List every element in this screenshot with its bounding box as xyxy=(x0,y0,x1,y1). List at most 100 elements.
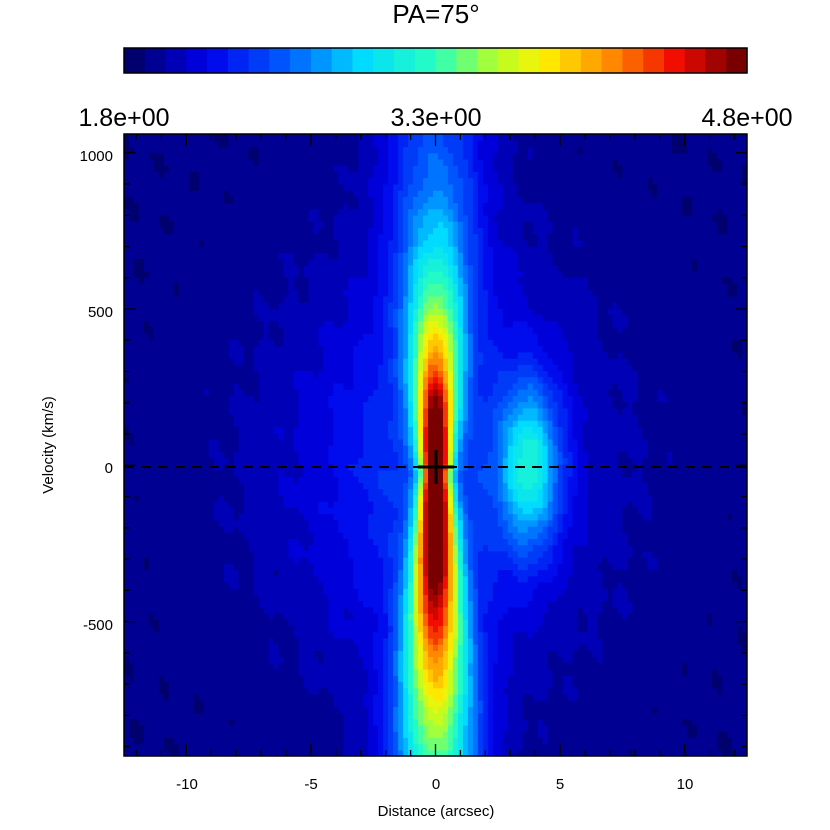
heatmap-cell xyxy=(408,700,414,707)
heatmap-cell xyxy=(358,731,364,739)
heatmap-cell xyxy=(557,637,564,645)
heatmap-cell xyxy=(457,513,464,521)
heatmap-cell xyxy=(363,594,369,602)
heatmap-cell xyxy=(343,706,349,714)
heatmap-cell xyxy=(188,749,195,756)
heatmap-cell xyxy=(567,563,574,571)
heatmap-cell xyxy=(662,706,668,714)
heatmap-cell xyxy=(542,569,549,577)
heatmap-cell xyxy=(428,706,434,714)
heatmap-cell xyxy=(702,706,708,714)
heatmap-cell xyxy=(213,644,220,651)
heatmap-cell xyxy=(497,675,504,683)
heatmap-cell xyxy=(268,619,275,627)
heatmap-cell xyxy=(353,606,359,614)
heatmap-cell xyxy=(293,706,300,714)
heatmap-cell xyxy=(193,656,200,664)
heatmap-cell xyxy=(298,637,305,645)
heatmap-cell xyxy=(378,612,384,620)
heatmap-cell xyxy=(373,743,379,751)
heatmap-cell xyxy=(602,525,609,533)
heatmap-cell xyxy=(617,575,624,583)
heatmap-cell xyxy=(467,693,474,701)
heatmap-cell xyxy=(632,724,639,732)
heatmap-cell xyxy=(677,681,683,689)
heatmap-cell xyxy=(502,712,509,720)
heatmap-cell xyxy=(502,575,509,583)
heatmap-cell xyxy=(742,544,747,552)
heatmap-cell xyxy=(158,644,165,651)
heatmap-cell xyxy=(368,675,374,683)
heatmap-cell xyxy=(283,631,290,639)
heatmap-cell xyxy=(472,606,479,614)
heatmap-cell xyxy=(333,656,340,664)
heatmap-cell xyxy=(223,563,230,571)
heatmap-cell xyxy=(248,625,255,633)
heatmap-cell xyxy=(607,731,614,739)
heatmap-cell xyxy=(158,637,165,645)
heatmap-cell xyxy=(183,550,190,558)
heatmap-cell xyxy=(567,532,574,539)
heatmap-cell xyxy=(602,700,609,707)
heatmap-cell xyxy=(502,656,509,664)
heatmap-cell xyxy=(492,507,499,515)
heatmap-cell xyxy=(243,600,250,608)
heatmap-cell xyxy=(188,631,195,639)
heatmap-cell xyxy=(607,718,614,726)
heatmap-cell xyxy=(138,731,145,739)
heatmap-cell xyxy=(642,718,649,726)
heatmap-cell xyxy=(403,662,409,670)
heatmap-cell xyxy=(477,575,484,583)
heatmap-cell xyxy=(517,687,524,695)
heatmap-cells xyxy=(124,134,747,756)
heatmap-cell xyxy=(647,700,653,707)
heatmap-cell xyxy=(403,556,409,564)
heatmap-cell xyxy=(363,749,369,756)
heatmap-cell xyxy=(632,706,639,714)
heatmap-cell xyxy=(273,743,280,751)
heatmap-cell xyxy=(173,662,180,670)
heatmap-cell xyxy=(348,563,354,571)
heatmap-cell xyxy=(582,656,589,664)
heatmap-cell xyxy=(124,612,130,620)
heatmap-cell xyxy=(168,737,175,745)
heatmap-cell xyxy=(283,513,290,521)
heatmap-cell xyxy=(602,532,609,539)
heatmap-cell xyxy=(263,644,270,651)
heatmap-cell xyxy=(592,749,599,756)
heatmap-cell xyxy=(462,575,469,583)
heatmap-cell xyxy=(492,718,499,726)
heatmap-cell xyxy=(263,575,270,583)
heatmap-cell xyxy=(278,519,285,527)
heatmap-cell xyxy=(457,693,464,701)
heatmap-cell xyxy=(612,556,619,564)
heatmap-cell xyxy=(522,687,529,695)
heatmap-cell xyxy=(373,612,379,620)
heatmap-cell xyxy=(462,556,469,564)
heatmap-cell xyxy=(398,681,404,689)
heatmap-cell xyxy=(183,606,190,614)
heatmap-cell xyxy=(442,619,449,627)
heatmap-cell xyxy=(732,569,738,577)
heatmap-cell xyxy=(188,544,195,552)
heatmap-cell xyxy=(442,588,449,595)
heatmap-cell xyxy=(677,581,683,589)
heatmap-cell xyxy=(228,662,235,670)
heatmap-cell xyxy=(223,619,230,627)
heatmap-cell xyxy=(433,637,439,645)
heatmap-cell xyxy=(168,687,175,695)
heatmap-cell xyxy=(557,532,564,539)
heatmap-cell xyxy=(343,687,349,695)
heatmap-cell xyxy=(457,700,464,707)
heatmap-cell xyxy=(288,513,295,521)
heatmap-cell xyxy=(677,519,683,527)
heatmap-cell xyxy=(288,743,295,751)
heatmap-cell xyxy=(552,724,559,732)
heatmap-cell xyxy=(517,606,524,614)
heatmap-cell xyxy=(193,675,200,683)
heatmap-cell xyxy=(348,569,354,577)
heatmap-cell xyxy=(577,706,584,714)
heatmap-cell xyxy=(597,612,604,620)
heatmap-cell xyxy=(313,700,320,707)
heatmap-cell xyxy=(462,588,469,595)
